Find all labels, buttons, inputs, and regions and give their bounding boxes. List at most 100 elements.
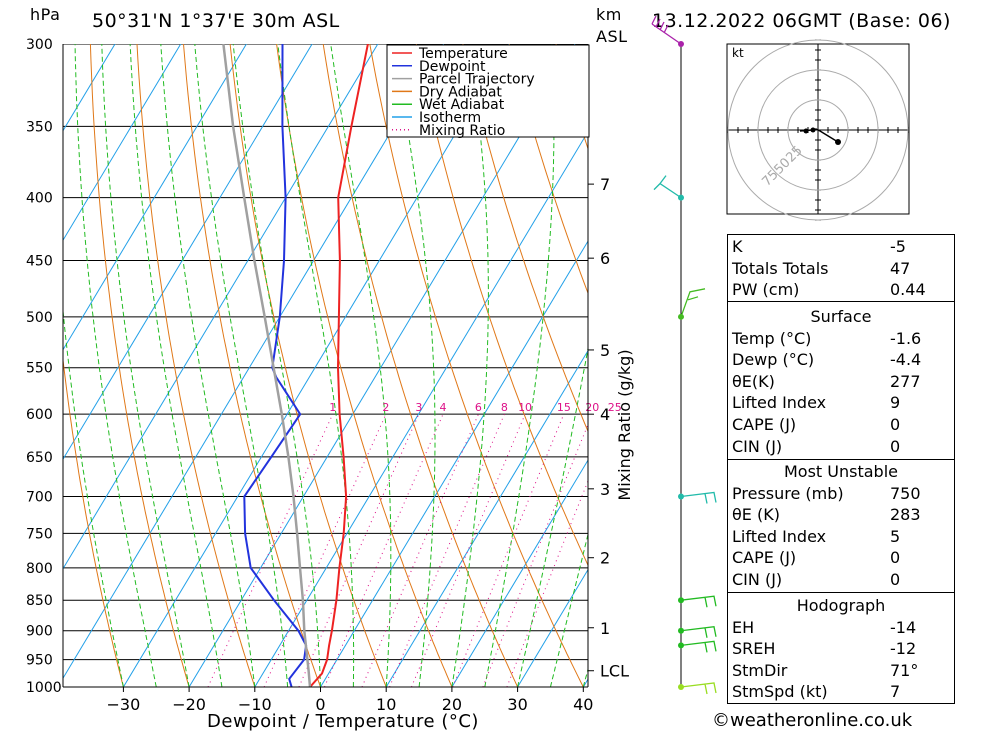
pressure-tick-label: 500 — [26, 310, 53, 326]
row-value: 283 — [890, 505, 921, 525]
hodograph-table: Hodograph EH -14 SREH -12 StmDir 71° StmSpd (k… — [727, 592, 955, 704]
height-tick-label: LCL — [600, 662, 629, 681]
row-label: Temp (°C) — [732, 328, 812, 348]
table-row: CAPE (J) 0 — [728, 547, 954, 569]
dry-adiabat — [229, 44, 387, 687]
hodograph-ring — [757, 69, 879, 191]
row-label: K — [732, 237, 743, 256]
km-label: km — [596, 5, 622, 24]
wet-adiabat — [451, 44, 489, 687]
height-tick-label: 3 — [600, 480, 610, 499]
table-row: CIN (J) 0 — [728, 569, 954, 591]
wet-adiabat — [277, 44, 355, 687]
row-label: Totals Totals — [732, 258, 829, 278]
legend-label: Dewpoint — [419, 59, 486, 75]
row-label: Dewp (°C) — [732, 350, 815, 370]
legend-label: Mixing Ratio — [419, 123, 505, 139]
legend-label: Temperature — [418, 46, 508, 62]
mixing-ratio-line — [263, 413, 387, 687]
most-unstable-title: Most Unstable — [784, 462, 898, 481]
row-value: -14 — [890, 617, 917, 637]
wet-adiabat — [63, 305, 124, 687]
surface-table: Surface Temp (°C) -1.6 Dewp (°C) -4.4 θE(K) 2… — [727, 301, 955, 460]
row-label: Lifted Index — [732, 393, 827, 413]
pressure-tick-label: 600 — [26, 407, 53, 423]
series-dewpoint — [243, 44, 308, 687]
pressure-tick-label: 650 — [26, 450, 53, 466]
pressure-tick-label: 450 — [26, 254, 53, 270]
table-row: Pressure (mb) 750 — [728, 483, 954, 505]
asl-label: ASL — [596, 27, 628, 46]
mixing-ratio-line — [298, 413, 420, 687]
mixing-ratio-label: 1 — [329, 401, 336, 414]
isotherm — [63, 44, 444, 680]
x-tick-label: 40 — [573, 695, 593, 714]
legend-label: Parcel Trajectory — [419, 72, 535, 88]
table-row: PW (cm) 0.44 — [728, 279, 954, 301]
wet-adiabat — [393, 44, 436, 687]
hodograph-point — [803, 128, 809, 134]
credit-link[interactable]: ©weatheronline.co.uk — [712, 710, 913, 731]
table-row: Lifted Index 5 — [728, 526, 954, 548]
row-label: SREH — [732, 639, 776, 659]
dry-adiabat — [415, 44, 588, 567]
height-tick-label: 1 — [600, 619, 610, 638]
row-value: 277 — [890, 371, 921, 391]
table-row: θE(K) 277 — [728, 371, 954, 393]
table-row: Dewp (°C) -4.4 — [728, 349, 954, 371]
table-row: StmSpd (kt) 7 — [728, 681, 954, 703]
dry-adiabat — [89, 44, 190, 687]
row-value: 0 — [890, 548, 901, 568]
mixing-ratio-label: 10 — [518, 401, 532, 414]
wet-adiabat — [129, 44, 223, 687]
pressure-tick-label: 1000 — [26, 680, 62, 696]
wind-barb — [680, 491, 717, 504]
dry-adiabat — [322, 44, 519, 687]
wet-adiabat — [517, 345, 588, 687]
x-tick-label: −10 — [238, 695, 272, 714]
row-label: Pressure (mb) — [732, 483, 844, 503]
row-label: EH — [732, 617, 755, 637]
mixing-ratio-label: 20 — [585, 401, 599, 414]
mixing-ratio-line — [389, 414, 505, 687]
isotherm — [254, 130, 588, 687]
x-tick-label: −30 — [107, 695, 141, 714]
height-tick-label: 7 — [600, 175, 610, 194]
table-row: SREH -12 — [728, 638, 954, 660]
isotherm — [63, 44, 116, 132]
wet-adiabat — [160, 44, 256, 687]
x-tick-label: 0 — [315, 695, 325, 714]
isotherm — [517, 568, 588, 687]
mixing-ratio-label: 15 — [557, 401, 571, 414]
mixing-ratio-label: 3 — [415, 401, 422, 414]
dry-adiabat — [276, 44, 453, 687]
isotherm — [63, 44, 379, 570]
table-row: θE (K) 283 — [728, 504, 954, 526]
pressure-tick-label: 700 — [26, 490, 53, 506]
row-value: 0 — [890, 414, 901, 434]
row-value: 47 — [890, 258, 911, 278]
wet-adiabat — [484, 44, 555, 687]
mixing-ratio-line — [361, 414, 479, 687]
legend-label: Wet Adiabat — [419, 97, 505, 113]
row-value: -5 — [890, 237, 906, 256]
row-value: 9 — [890, 393, 901, 413]
hodograph-title: Hodograph — [796, 596, 886, 615]
hodograph-point — [835, 139, 841, 145]
x-tick-label: 30 — [507, 695, 527, 714]
row-value: 7 — [890, 682, 901, 702]
isotherm — [122, 44, 510, 687]
pressure-tick-label: 750 — [26, 526, 53, 542]
row-label: Lifted Index — [732, 526, 827, 546]
wet-adiabat — [74, 44, 157, 687]
datetime-title: 13.12.2022 06GMT (Base: 06) — [652, 10, 951, 32]
pressure-tick-label: 400 — [26, 191, 53, 207]
row-label: StmSpd (kt) — [732, 682, 828, 702]
mixing-ratio-label: 6 — [475, 401, 482, 414]
dry-adiabat — [508, 44, 588, 295]
x-tick-label: 10 — [376, 695, 396, 714]
series-temperature — [309, 44, 369, 687]
row-label: StmDir — [732, 660, 788, 680]
wet-adiabat — [330, 44, 392, 687]
mixing-ratio-line — [207, 413, 334, 687]
